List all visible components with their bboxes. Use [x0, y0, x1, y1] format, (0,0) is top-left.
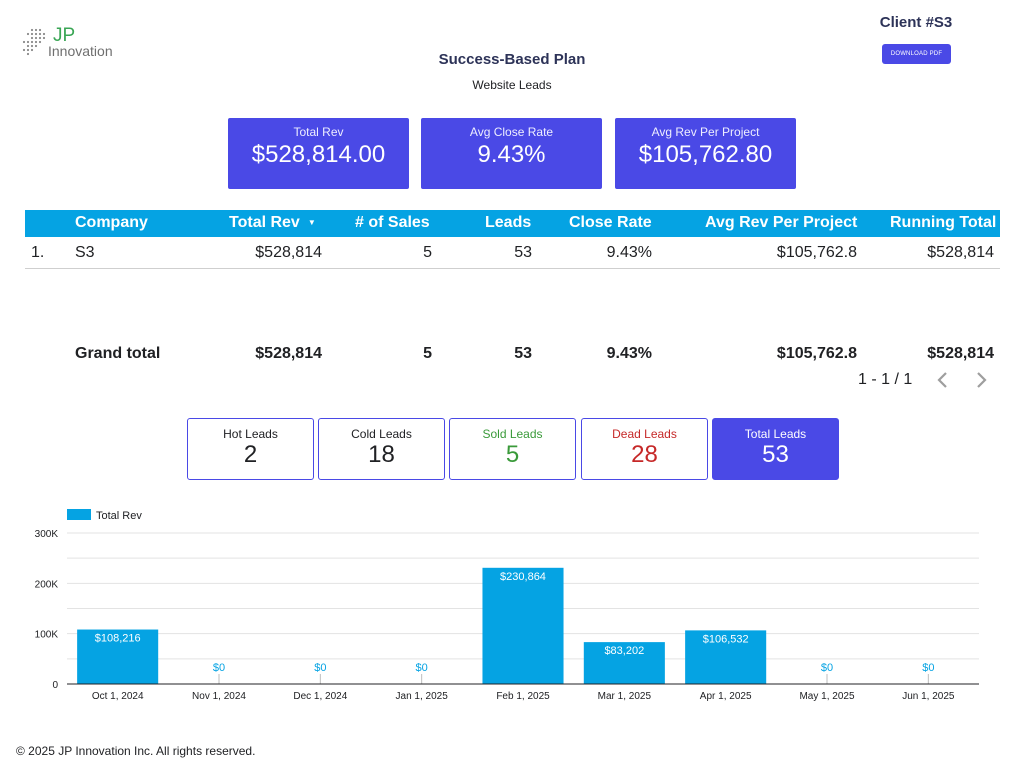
x-tick-label: Mar 1, 2025 — [598, 691, 652, 702]
table-header: Company Total Rev ▼ # of Sales Leads Clos… — [25, 210, 1000, 237]
chevron-left-icon — [937, 372, 947, 388]
lead-label: Hot Leads — [223, 427, 278, 441]
lead-value: 53 — [762, 441, 789, 468]
prev-page-button[interactable] — [934, 368, 952, 392]
next-page-button[interactable] — [972, 368, 990, 392]
company-logo: JP Innovation — [22, 26, 122, 60]
kpi-label: Avg Rev Per Project — [651, 125, 760, 139]
lead-value: 18 — [368, 441, 395, 468]
col-header-close-rate[interactable]: Close Rate — [569, 214, 652, 231]
cell-close-rate: 9.43% — [606, 244, 652, 261]
col-header-sales[interactable]: # of Sales — [355, 214, 430, 231]
lead-card-sold: Sold Leads 5 — [449, 418, 576, 480]
lead-label: Total Leads — [744, 427, 807, 441]
kpi-label: Total Rev — [293, 125, 344, 139]
y-tick-label: 200K — [35, 579, 59, 590]
cell-company: S3 — [75, 244, 95, 261]
bar — [583, 642, 665, 684]
client-label: Client #S3 — [879, 14, 953, 31]
row-index: 1. — [31, 244, 45, 261]
data-label: $108,216 — [95, 633, 141, 645]
revenue-bar-chart: 0 100K 200K 300K Total Rev $108,216 Oct 1, 202… — [35, 509, 979, 702]
lead-value: 28 — [631, 441, 658, 468]
lead-card-total: Total Leads 53 — [712, 418, 839, 480]
grand-total-rev: $528,814 — [255, 345, 322, 362]
col-header-running-total[interactable]: Running Total — [890, 214, 997, 231]
grand-total-avg-rev: $105,762.8 — [776, 345, 857, 362]
lead-value: 2 — [243, 441, 258, 468]
bar — [685, 630, 767, 684]
dots-logo-icon — [22, 28, 46, 56]
kpi-total-rev: Total Rev $528,814.00 — [228, 118, 409, 189]
logo-text-innovation: Innovation — [48, 43, 113, 59]
bar — [77, 629, 159, 684]
footer-copyright: © 2025 JP Innovation Inc. All rights res… — [16, 744, 256, 758]
kpi-label: Avg Close Rate — [469, 125, 554, 139]
lead-card-cold: Cold Leads 18 — [318, 418, 445, 480]
col-header-total-rev[interactable]: Total Rev ▼ — [229, 214, 316, 231]
grand-total-sales: 5 — [423, 345, 432, 362]
y-tick-label: 100K — [35, 630, 59, 641]
col-header-leads[interactable]: Leads — [485, 214, 532, 231]
x-tick-label: Jun 1, 2025 — [902, 691, 955, 702]
x-tick-label: Dec 1, 2024 — [293, 691, 347, 702]
cell-avg-rev: $105,762.8 — [776, 244, 857, 261]
cell-sales: 5 — [423, 244, 432, 261]
pagination-label: 1 - 1 / 1 — [858, 371, 913, 388]
x-tick-label: Nov 1, 2024 — [192, 691, 246, 702]
page-subtitle: Website Leads — [472, 78, 552, 92]
kpi-value: $105,762.80 — [638, 141, 773, 168]
lead-label: Cold Leads — [351, 427, 412, 441]
data-label: $0 — [416, 662, 428, 674]
data-label: $0 — [821, 662, 833, 674]
x-tick-label: Apr 1, 2025 — [700, 691, 752, 702]
y-tick-label: 0 — [52, 680, 58, 691]
download-pdf-button[interactable]: DOWNLOAD PDF — [882, 44, 951, 64]
col-header-avg-rev[interactable]: Avg Rev Per Project — [705, 214, 858, 231]
grand-total-running-total: $528,814 — [927, 345, 994, 362]
x-tick-label: Jan 1, 2025 — [396, 691, 449, 702]
lead-card-dead: Dead Leads 28 — [581, 418, 708, 480]
sort-desc-icon: ▼ — [307, 218, 316, 228]
legend-label: Total Rev — [96, 510, 142, 522]
cell-total-rev: $528,814 — [255, 244, 322, 261]
data-label: $0 — [314, 662, 326, 674]
grand-total-label: Grand total — [75, 345, 161, 362]
lead-label: Sold Leads — [482, 427, 543, 441]
logo-text-jp: JP — [53, 25, 76, 46]
grand-total-close-rate: 9.43% — [606, 345, 652, 362]
data-label: $0 — [922, 662, 934, 674]
page-title: Success-Based Plan — [438, 51, 586, 68]
lead-value: 5 — [505, 441, 520, 468]
data-label: $0 — [213, 662, 225, 674]
x-tick-label: May 1, 2025 — [799, 691, 854, 702]
x-tick-label: Oct 1, 2024 — [92, 691, 144, 702]
grand-total-leads: 53 — [514, 345, 532, 362]
chevron-right-icon — [977, 372, 987, 388]
kpi-avg-rev-per-project: Avg Rev Per Project $105,762.80 — [615, 118, 796, 189]
kpi-avg-close-rate: Avg Close Rate 9.43% — [421, 118, 602, 189]
kpi-value: $528,814.00 — [251, 141, 386, 168]
cell-leads: 53 — [514, 244, 532, 261]
legend-swatch — [67, 509, 91, 520]
data-label: $106,532 — [703, 633, 749, 645]
data-label: $230,864 — [500, 571, 546, 583]
y-tick-label: 300K — [35, 529, 59, 540]
lead-label: Dead Leads — [612, 427, 677, 441]
x-tick-label: Feb 1, 2025 — [496, 691, 550, 702]
row-divider — [25, 268, 1000, 269]
data-label: $83,202 — [604, 645, 644, 657]
lead-card-hot: Hot Leads 2 — [187, 418, 314, 480]
bar — [482, 567, 564, 684]
col-header-company[interactable]: Company — [75, 214, 148, 231]
kpi-value: 9.43% — [477, 141, 546, 168]
cell-running-total: $528,814 — [927, 244, 994, 261]
